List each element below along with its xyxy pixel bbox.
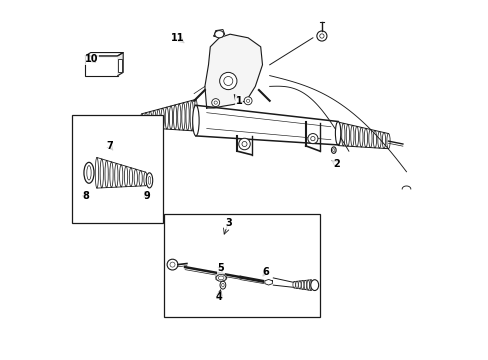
- Ellipse shape: [224, 77, 232, 85]
- Ellipse shape: [218, 276, 224, 280]
- Ellipse shape: [316, 31, 326, 41]
- Ellipse shape: [372, 130, 376, 148]
- Text: 10: 10: [84, 54, 98, 64]
- Ellipse shape: [304, 280, 306, 290]
- Ellipse shape: [182, 103, 184, 130]
- Ellipse shape: [219, 72, 237, 90]
- Ellipse shape: [95, 157, 98, 188]
- Ellipse shape: [377, 131, 380, 148]
- Ellipse shape: [148, 112, 151, 128]
- Text: 3: 3: [224, 218, 231, 228]
- Polygon shape: [85, 53, 123, 56]
- Ellipse shape: [143, 172, 147, 186]
- Ellipse shape: [242, 141, 246, 147]
- Ellipse shape: [382, 132, 385, 148]
- Ellipse shape: [167, 259, 178, 270]
- Ellipse shape: [306, 280, 309, 290]
- Bar: [85, 56, 118, 76]
- Bar: [163, 214, 320, 317]
- Ellipse shape: [244, 97, 251, 105]
- Ellipse shape: [301, 281, 303, 289]
- Ellipse shape: [87, 166, 91, 180]
- Ellipse shape: [177, 104, 181, 130]
- Ellipse shape: [148, 176, 150, 184]
- Ellipse shape: [295, 281, 298, 288]
- Ellipse shape: [84, 162, 94, 183]
- Ellipse shape: [332, 149, 334, 152]
- Ellipse shape: [129, 168, 132, 186]
- Ellipse shape: [335, 122, 340, 145]
- Ellipse shape: [220, 281, 225, 289]
- Ellipse shape: [173, 105, 176, 130]
- Ellipse shape: [368, 130, 371, 148]
- Ellipse shape: [359, 127, 362, 147]
- Ellipse shape: [307, 134, 317, 144]
- Polygon shape: [118, 53, 123, 76]
- Ellipse shape: [319, 34, 324, 38]
- Text: 9: 9: [143, 191, 150, 201]
- Ellipse shape: [292, 282, 295, 288]
- Ellipse shape: [140, 114, 143, 127]
- Ellipse shape: [246, 99, 249, 102]
- Text: 7: 7: [106, 141, 113, 151]
- Text: 5: 5: [217, 263, 224, 273]
- Ellipse shape: [134, 169, 137, 186]
- Ellipse shape: [386, 134, 389, 149]
- Ellipse shape: [298, 281, 301, 289]
- Text: 11: 11: [171, 33, 184, 43]
- Ellipse shape: [152, 111, 156, 128]
- Ellipse shape: [337, 122, 340, 145]
- Ellipse shape: [310, 280, 318, 291]
- Ellipse shape: [214, 101, 217, 104]
- Ellipse shape: [211, 99, 219, 107]
- Ellipse shape: [346, 124, 349, 146]
- Ellipse shape: [161, 108, 164, 129]
- Ellipse shape: [124, 166, 127, 187]
- Polygon shape: [215, 274, 226, 282]
- Text: 2: 2: [332, 159, 339, 169]
- Ellipse shape: [221, 283, 224, 287]
- Polygon shape: [204, 34, 262, 108]
- Ellipse shape: [309, 280, 312, 291]
- Ellipse shape: [139, 171, 142, 186]
- Bar: [118, 59, 122, 72]
- Ellipse shape: [110, 162, 113, 188]
- Ellipse shape: [238, 138, 250, 150]
- Text: 8: 8: [82, 191, 89, 201]
- Ellipse shape: [105, 161, 108, 188]
- Text: 4: 4: [216, 292, 222, 302]
- Ellipse shape: [169, 106, 172, 129]
- Ellipse shape: [331, 147, 335, 153]
- Ellipse shape: [350, 125, 353, 147]
- Ellipse shape: [192, 105, 199, 136]
- Ellipse shape: [157, 109, 160, 129]
- Polygon shape: [213, 30, 224, 37]
- Ellipse shape: [190, 100, 193, 131]
- Ellipse shape: [120, 165, 122, 187]
- Ellipse shape: [310, 136, 314, 141]
- Bar: [72, 115, 163, 223]
- Ellipse shape: [144, 113, 147, 128]
- Ellipse shape: [146, 173, 152, 188]
- Text: 6: 6: [262, 267, 269, 277]
- Ellipse shape: [115, 163, 118, 187]
- Ellipse shape: [194, 99, 197, 131]
- Polygon shape: [273, 278, 292, 287]
- Ellipse shape: [364, 129, 367, 147]
- Polygon shape: [264, 279, 272, 285]
- Ellipse shape: [341, 123, 344, 146]
- Ellipse shape: [185, 102, 189, 130]
- Ellipse shape: [214, 31, 224, 38]
- Ellipse shape: [355, 126, 358, 147]
- Ellipse shape: [170, 262, 175, 267]
- Ellipse shape: [100, 159, 103, 188]
- Text: 1: 1: [235, 96, 242, 106]
- Ellipse shape: [165, 107, 168, 129]
